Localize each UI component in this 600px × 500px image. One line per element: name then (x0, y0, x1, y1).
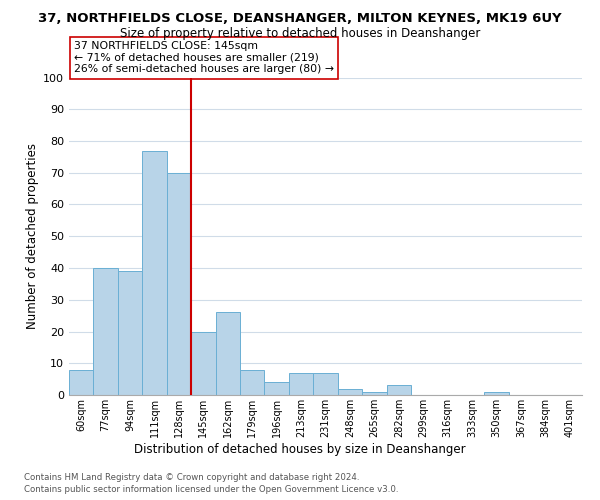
Text: 37, NORTHFIELDS CLOSE, DEANSHANGER, MILTON KEYNES, MK19 6UY: 37, NORTHFIELDS CLOSE, DEANSHANGER, MILT… (38, 12, 562, 26)
Bar (484, 392, 509, 395)
Bar (142, 150, 167, 395)
Text: 37 NORTHFIELDS CLOSE: 145sqm
← 71% of detached houses are smaller (219)
26% of s: 37 NORTHFIELDS CLOSE: 145sqm ← 71% of de… (74, 41, 334, 74)
Bar (386, 386, 411, 395)
Bar (265, 382, 289, 395)
Text: Contains HM Land Registry data © Crown copyright and database right 2024.: Contains HM Land Registry data © Crown c… (24, 472, 359, 482)
Bar (215, 312, 240, 395)
Text: Contains public sector information licensed under the Open Government Licence v3: Contains public sector information licen… (24, 485, 398, 494)
Bar (289, 373, 313, 395)
Text: Distribution of detached houses by size in Deanshanger: Distribution of detached houses by size … (134, 442, 466, 456)
Bar (118, 271, 142, 395)
Bar (191, 332, 215, 395)
Bar (313, 373, 338, 395)
Bar (362, 392, 386, 395)
Text: Size of property relative to detached houses in Deanshanger: Size of property relative to detached ho… (120, 28, 480, 40)
Bar (69, 370, 94, 395)
Bar (94, 268, 118, 395)
Bar (167, 173, 191, 395)
Y-axis label: Number of detached properties: Number of detached properties (26, 143, 39, 329)
Bar (338, 388, 362, 395)
Bar (240, 370, 265, 395)
